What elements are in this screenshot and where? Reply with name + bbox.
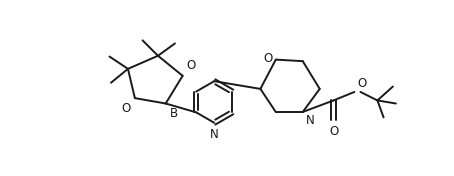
Text: O: O bbox=[187, 59, 196, 72]
Text: O: O bbox=[357, 77, 367, 90]
Text: B: B bbox=[169, 107, 178, 120]
Text: O: O bbox=[329, 125, 338, 138]
Text: O: O bbox=[263, 52, 273, 65]
Text: N: N bbox=[306, 114, 315, 127]
Text: O: O bbox=[122, 102, 131, 115]
Text: N: N bbox=[210, 128, 218, 141]
